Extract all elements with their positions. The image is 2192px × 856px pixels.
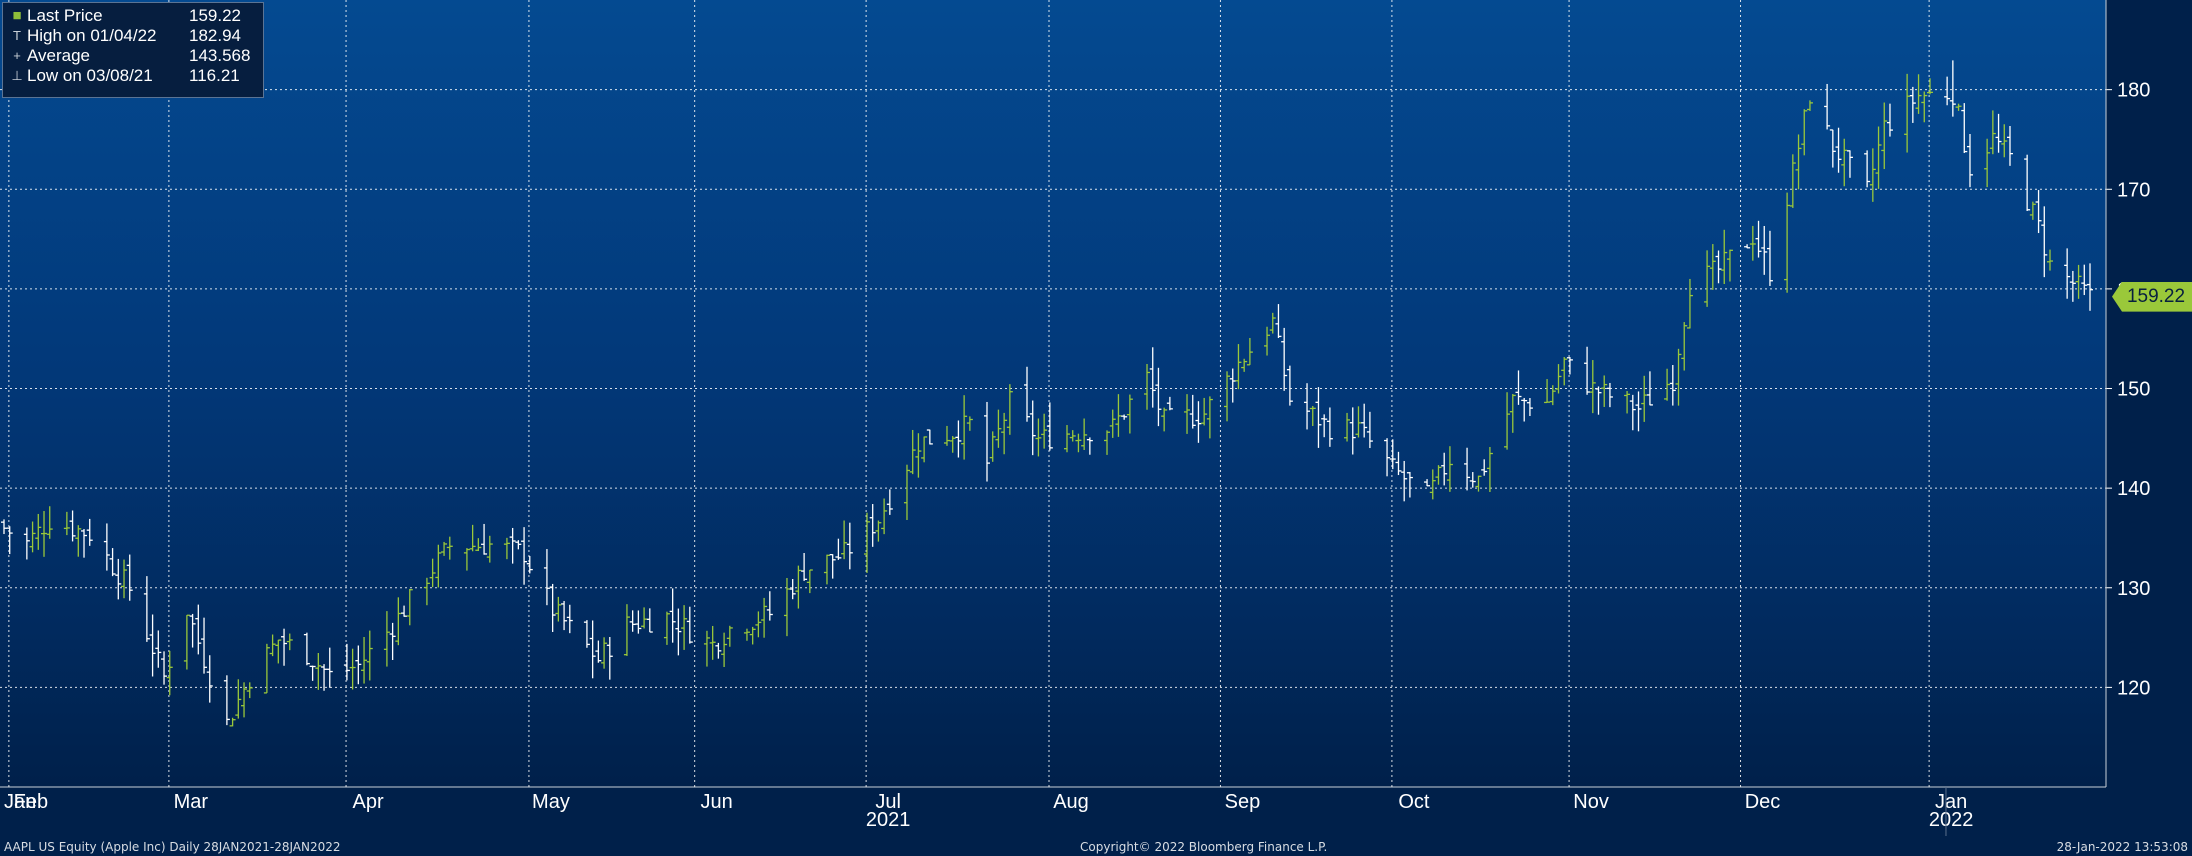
x-tick-label: Aug — [1053, 791, 1089, 813]
chart-legend: ■ Last Price 159.22 T High on 01/04/22 1… — [2, 2, 264, 98]
legend-value: 159.22 — [189, 6, 241, 25]
x-tick-label: Nov — [1573, 791, 1609, 813]
legend-label: Low on 03/08/21 — [27, 66, 153, 85]
plot-area — [0, 0, 2106, 787]
average-marker-icon: + — [13, 48, 21, 63]
legend-label: Last Price — [27, 6, 103, 25]
last-price-value: 159.22 — [2126, 285, 2186, 307]
legend-label: Average — [27, 46, 91, 65]
x-tick-label: Jul — [875, 791, 901, 813]
x-tick-label: Oct — [1398, 791, 1430, 813]
x-tick-label: Jan — [4, 791, 36, 813]
x-tick-label: Dec — [1745, 791, 1781, 813]
x-tick-label: Mar — [174, 791, 209, 813]
y-tick-label: 120 — [2117, 677, 2150, 699]
x-tick-label: May — [532, 791, 570, 813]
legend-row-low: ⊥ Low on 03/08/21 116.21 — [7, 66, 263, 86]
legend-value: 143.568 — [189, 46, 251, 65]
x-tick-label: Apr — [352, 791, 383, 813]
y-tick-label: 180 — [2117, 80, 2150, 102]
x-tick-label: Jun — [701, 791, 733, 813]
x-tick-label: Sep — [1225, 791, 1261, 813]
low-marker-icon: ⊥ — [11, 68, 23, 83]
legend-row-high: T High on 01/04/22 182.94 — [7, 26, 263, 46]
x-year-label: 2022 — [1929, 809, 1974, 831]
x-year-label: 2021 — [866, 809, 911, 831]
footer-timestamp: 28-Jan-2022 13:53:08 — [2056, 840, 2188, 854]
y-tick-label: 130 — [2117, 578, 2150, 600]
legend-value: 182.94 — [189, 26, 241, 45]
footer-bar: AAPL US Equity (Apple Inc) Daily 28JAN20… — [0, 836, 2192, 856]
x-tick-label: Jan — [1935, 791, 1967, 813]
y-tick-label: 150 — [2117, 379, 2150, 401]
legend-label: High on 01/04/22 — [27, 26, 157, 45]
footer-copyright: Copyright© 2022 Bloomberg Finance L.P. — [1080, 840, 1328, 854]
footer-security: AAPL US Equity (Apple Inc) Daily 28JAN20… — [4, 840, 341, 854]
last-price-square-icon: ■ — [12, 7, 22, 24]
legend-row-average: + Average 143.568 — [7, 46, 263, 66]
price-chart: 120130140150160170180JanFebMarAprMayJunJ… — [0, 0, 2150, 836]
last-price-tag: 159.22 — [2112, 281, 2192, 312]
high-marker-icon: T — [13, 28, 21, 43]
x-tick-label: Feb — [14, 791, 48, 813]
y-tick-label: 140 — [2117, 478, 2150, 500]
legend-row-last-price: ■ Last Price 159.22 — [7, 6, 263, 26]
y-tick-label: 170 — [2117, 179, 2150, 201]
legend-value: 116.21 — [189, 66, 240, 85]
